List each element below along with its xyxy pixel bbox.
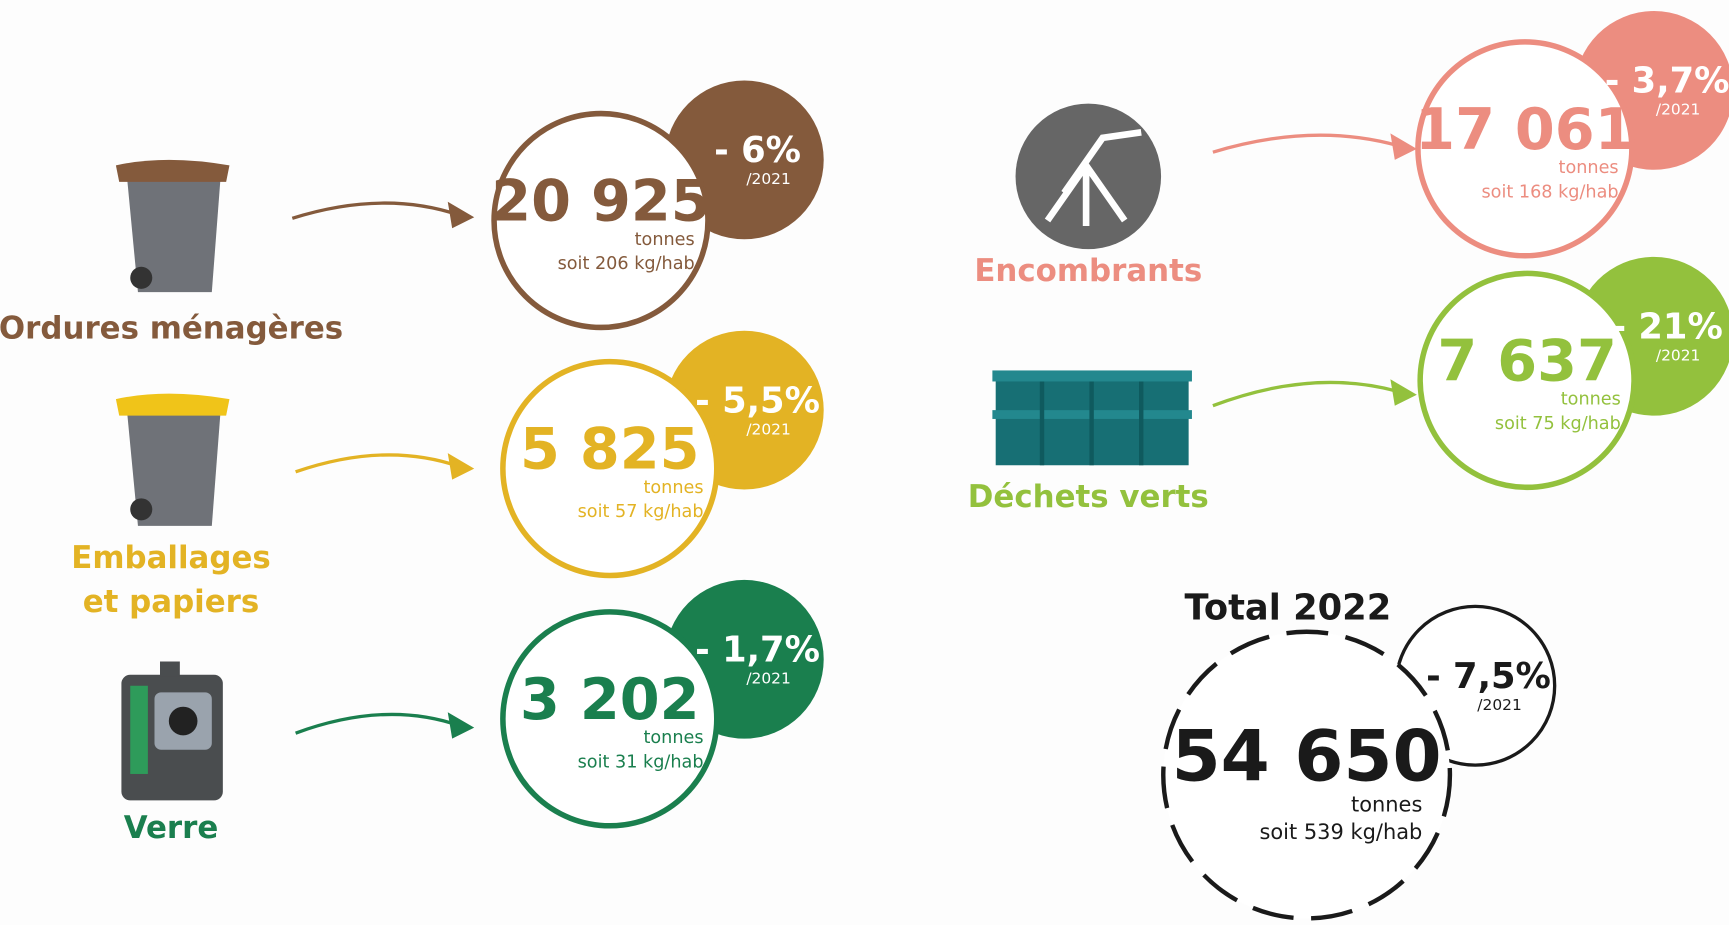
unit: tonnes bbox=[1561, 390, 1621, 410]
infographic: Ordures ménagères- 6%/202120 925tonnesso… bbox=[0, 0, 1729, 925]
change-value: - 21% bbox=[1611, 306, 1722, 347]
per-capita: soit 539 kg/hab bbox=[1259, 820, 1422, 844]
amount: 7 637 bbox=[1437, 327, 1617, 394]
unit: tonnes bbox=[643, 728, 703, 748]
reference-year: /2021 bbox=[1656, 347, 1700, 365]
arrow-head bbox=[448, 712, 474, 738]
arrow bbox=[292, 203, 458, 218]
unit: tonnes bbox=[1351, 792, 1422, 816]
per-capita: soit 57 kg/hab bbox=[578, 502, 704, 522]
amount: 3 202 bbox=[520, 666, 700, 733]
category-label: Déchets verts bbox=[968, 479, 1209, 515]
change-value: - 6% bbox=[714, 130, 801, 171]
per-capita: soit 206 kg/hab bbox=[558, 254, 695, 274]
amount: 17 061 bbox=[1415, 96, 1634, 163]
amount: 5 825 bbox=[520, 416, 700, 483]
arrow-head bbox=[1390, 379, 1416, 405]
arrow bbox=[296, 455, 459, 472]
per-capita: soit 31 kg/hab bbox=[578, 752, 704, 772]
green-waste-icon bbox=[992, 370, 1192, 465]
arrow bbox=[1213, 382, 1402, 405]
bin-icon-yellow bbox=[116, 394, 230, 526]
category-label: Ordures ménagères bbox=[0, 310, 343, 346]
amount: 54 650 bbox=[1172, 716, 1442, 798]
arrow bbox=[1213, 135, 1402, 152]
category-label: Emballages bbox=[71, 540, 271, 576]
reference-year: /2021 bbox=[746, 670, 790, 688]
change-value: - 1,7% bbox=[695, 630, 820, 671]
change-value: - 5,5% bbox=[695, 380, 820, 421]
amount: 20 925 bbox=[491, 168, 710, 235]
per-capita: soit 168 kg/hab bbox=[1481, 182, 1618, 202]
arrow-head bbox=[448, 202, 474, 228]
change-value: - 7,5% bbox=[1426, 656, 1551, 697]
arrow-head bbox=[1390, 133, 1416, 159]
bulky-icon bbox=[1016, 104, 1162, 250]
unit: tonnes bbox=[1559, 158, 1619, 178]
glass-container-icon bbox=[121, 662, 222, 801]
category-label: et papiers bbox=[83, 584, 260, 620]
reference-year: /2021 bbox=[1656, 101, 1700, 119]
total-title: Total 2022 bbox=[1184, 588, 1391, 629]
unit: tonnes bbox=[643, 478, 703, 498]
unit: tonnes bbox=[635, 230, 695, 250]
category-label: Encombrants bbox=[974, 253, 1202, 289]
reference-year: /2021 bbox=[1477, 696, 1521, 714]
reference-year: /2021 bbox=[746, 170, 790, 188]
page: Ordures ménagères- 6%/202120 925tonnesso… bbox=[0, 0, 1729, 925]
bin-icon-brown bbox=[116, 160, 230, 292]
category-label: Verre bbox=[124, 810, 219, 846]
per-capita: soit 75 kg/hab bbox=[1495, 414, 1621, 434]
arrow bbox=[296, 714, 459, 733]
reference-year: /2021 bbox=[746, 420, 790, 438]
arrow-head bbox=[448, 453, 474, 479]
